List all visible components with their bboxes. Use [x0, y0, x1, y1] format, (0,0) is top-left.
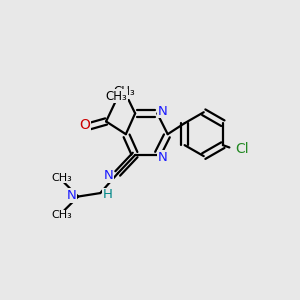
Text: N: N: [67, 189, 76, 202]
Text: O: O: [79, 118, 90, 132]
Text: N: N: [158, 151, 167, 164]
Text: N: N: [104, 169, 113, 182]
Text: CH₃: CH₃: [114, 85, 136, 98]
Text: CH₃: CH₃: [52, 172, 72, 183]
Text: CH₃: CH₃: [106, 90, 128, 103]
Text: Cl: Cl: [235, 142, 249, 156]
Text: CH₃: CH₃: [52, 211, 72, 220]
Text: H: H: [103, 188, 113, 201]
Text: N: N: [158, 105, 167, 118]
